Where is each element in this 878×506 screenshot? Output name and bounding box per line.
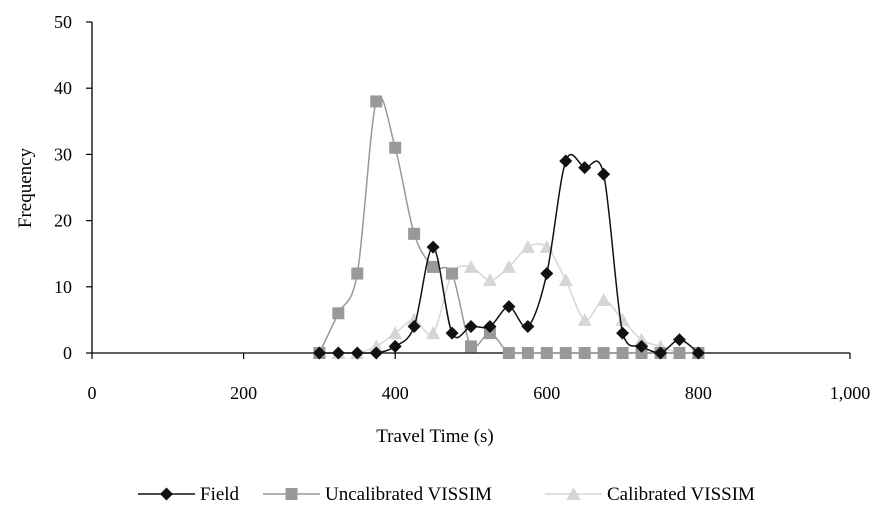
data-point [312,346,326,360]
series-layer [312,95,706,360]
data-point [577,312,592,326]
data-point [654,346,667,360]
y-ticks: 0 10 20 30 40 50 [54,12,92,363]
data-point [465,340,477,353]
series-line [318,95,699,354]
y-tick-label: 10 [54,277,72,297]
x-tick-label: 0 [88,383,97,403]
y-tick-label: 40 [54,78,72,98]
data-point [673,347,686,359]
data-point [559,154,573,168]
data-point [464,320,478,334]
legend-item: Field [138,484,240,505]
data-point [521,320,535,334]
x-tick-label: 400 [382,383,409,403]
data-point [482,273,497,287]
x-tick-label: 800 [685,383,712,403]
data-point [634,332,649,346]
x-ticks: 0 200 400 600 800 1,000 [88,353,871,403]
data-point [597,167,611,181]
legend-label: Uncalibrated VISSIM [325,484,492,505]
data-point [502,300,516,314]
data-point [483,320,497,334]
data-point [521,347,534,359]
y-axis-title: Frequency [15,147,36,228]
data-point [388,326,403,340]
data-point [370,95,383,108]
legend-marker [160,487,173,501]
data-point [331,346,345,360]
data-point [389,141,402,154]
data-point [332,307,345,320]
data-point [501,259,516,273]
x-tick-label: 600 [533,383,560,403]
legend-marker [566,487,581,500]
data-point [616,326,630,340]
data-point [520,240,535,254]
series-calibrated-vissim [312,240,706,359]
data-point [426,326,441,340]
data-point [445,326,459,340]
data-point [540,267,554,281]
x-axis-title: Travel Time (s) [376,426,494,447]
y-tick-label: 50 [54,12,72,32]
data-point [540,347,553,359]
y-tick-label: 0 [63,343,72,363]
series-field [312,153,705,360]
data-point [635,347,648,359]
data-point [615,312,630,326]
y-tick-label: 20 [54,211,72,231]
data-point [407,312,422,326]
legend-label: Field [200,484,240,505]
legend-item: Uncalibrated VISSIM [263,484,492,505]
series-line [319,153,699,354]
data-point [578,161,592,175]
data-point [408,227,421,240]
legend-item: Calibrated VISSIM [545,484,755,505]
data-point [578,347,591,359]
data-point [369,346,383,360]
data-point [446,267,459,280]
data-point [350,346,364,360]
data-point [635,339,649,353]
x-tick-label: 200 [230,383,257,403]
data-point [597,347,610,359]
axes [91,22,850,354]
data-point [558,273,573,287]
data-point [369,339,384,353]
data-point [426,240,440,254]
data-point [596,293,611,306]
data-point [616,347,629,359]
data-point [502,347,515,359]
series-uncalibrated-vissim [313,95,705,359]
data-point [672,333,686,347]
data-point [559,347,572,359]
data-point [464,259,478,273]
data-point [407,320,421,334]
data-point [427,260,440,273]
x-tick-label: 1,000 [830,383,871,403]
legend: Field Uncalibrated VISSIM Calibrated VISSI… [138,484,755,505]
data-point [351,267,364,280]
legend-marker [285,488,298,500]
y-tick-label: 30 [54,144,72,164]
data-point [388,339,402,353]
legend-label: Calibrated VISSIM [607,484,755,505]
data-point [483,327,496,340]
data-point [691,346,705,360]
